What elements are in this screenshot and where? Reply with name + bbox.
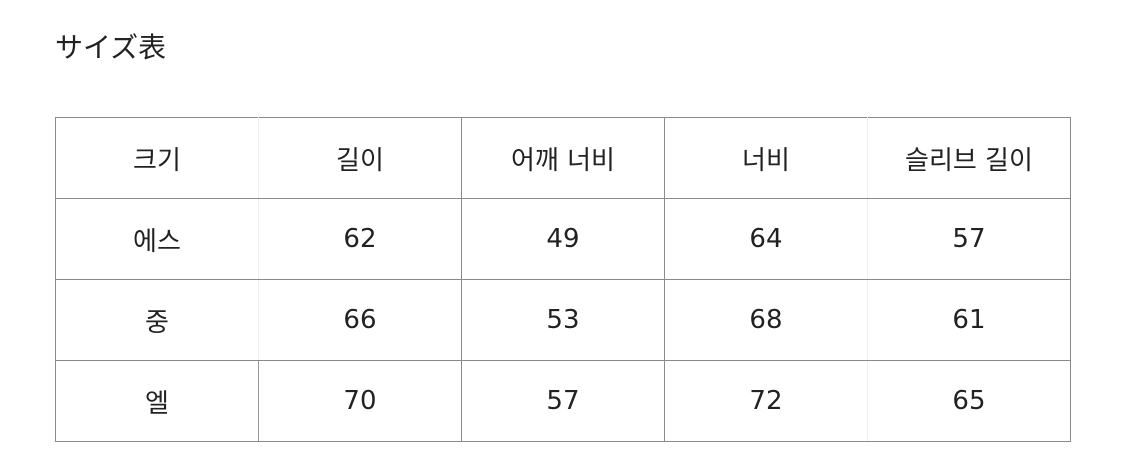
table-cell: 엘	[55, 360, 259, 442]
table-cell: 64	[663, 198, 868, 280]
page-title: サイズ表	[55, 31, 167, 64]
table-row: 에스 62 49 64 57	[55, 198, 1072, 280]
table-cell: 70	[257, 360, 462, 442]
table-row: 중 66 53 68 61	[55, 279, 1072, 361]
table-cell: 53	[460, 279, 665, 361]
table-cell: 49	[460, 198, 665, 280]
table-row: 엘 70 57 72 65	[55, 360, 1072, 442]
table-cell: 62	[257, 198, 462, 280]
header-cell: 너비	[663, 117, 868, 199]
header-cell: 슬리브 길이	[866, 117, 1072, 199]
size-table: 크기 길이 어깨 너비 너비 슬리브 길이 에스 62 49 64 57 중 6…	[55, 117, 1072, 442]
table-cell: 68	[663, 279, 868, 361]
table-cell: 57	[460, 360, 665, 442]
table-cell: 72	[663, 360, 868, 442]
table-cell: 61	[866, 279, 1072, 361]
header-cell: 크기	[55, 117, 259, 199]
table-header-row: 크기 길이 어깨 너비 너비 슬리브 길이	[55, 117, 1072, 199]
header-cell: 길이	[257, 117, 462, 199]
header-cell: 어깨 너비	[460, 117, 665, 199]
table-cell: 에스	[55, 198, 259, 280]
table-cell: 57	[866, 198, 1072, 280]
table-cell: 66	[257, 279, 462, 361]
table-cell: 중	[55, 279, 259, 361]
table-cell: 65	[866, 360, 1072, 442]
